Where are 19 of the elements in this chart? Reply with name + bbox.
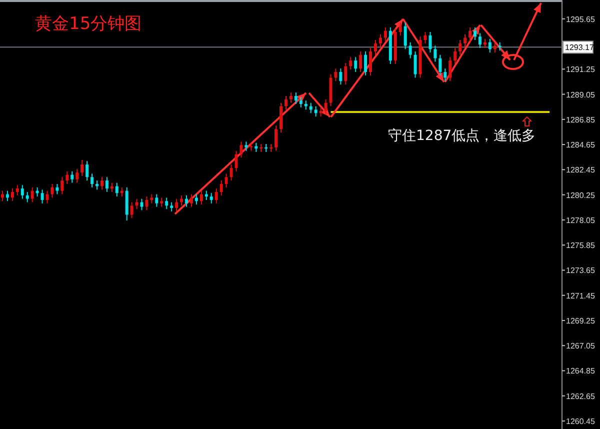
ref-line-label: 1293.17: [565, 43, 594, 52]
y-tick-label: 1262.65: [566, 392, 596, 401]
annotation: 守住1287低点，逢低多: [388, 128, 536, 144]
y-tick-label: 1291.25: [566, 65, 596, 74]
y-tick-label: 1295.65: [566, 14, 596, 24]
y-tick-label: 1271.45: [566, 291, 596, 300]
y-tick-label: 1269.25: [566, 316, 596, 326]
y-tick-label: 1284.65: [566, 140, 596, 150]
y-tick-label: 1282.45: [566, 166, 596, 175]
y-tick-label: 1267.05: [566, 342, 596, 351]
y-tick-label: 1278.05: [566, 216, 596, 225]
y-tick-label: 1275.85: [566, 241, 596, 250]
y-tick-label: 1280.25: [566, 190, 596, 200]
y-tick-label: 1260.45: [566, 417, 596, 426]
y-tick-label: 1286.85: [566, 115, 596, 124]
y-tick-label: 1273.65: [566, 266, 596, 276]
y-tick-label: 1264.85: [566, 366, 596, 376]
y-tick-label: 1289.05: [566, 90, 596, 100]
text: 黄金15分钟图: [35, 14, 142, 34]
